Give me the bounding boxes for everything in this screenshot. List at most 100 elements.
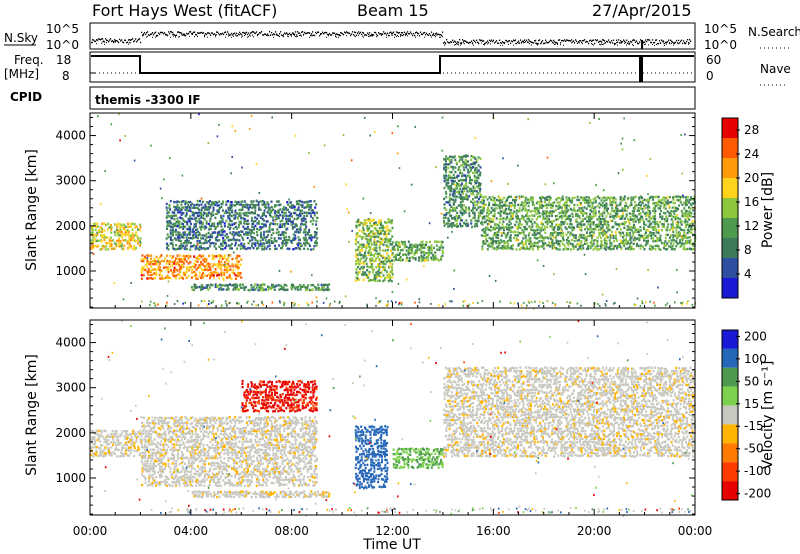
data-cell (578, 228, 581, 231)
data-cell (494, 234, 497, 237)
data-cell (130, 234, 132, 237)
nsky-point (105, 38, 107, 40)
data-cell (474, 166, 477, 170)
data-cell (619, 195, 622, 199)
data-cell (506, 198, 509, 202)
data-cell (412, 245, 415, 249)
nsky-point (386, 34, 388, 36)
data-cell (482, 240, 485, 243)
data-cell (221, 220, 224, 224)
data-cell (281, 246, 283, 250)
data-cell (198, 231, 201, 235)
data-cell (452, 165, 454, 169)
nsearch-point (582, 43, 583, 45)
data-cell (514, 230, 517, 233)
data-cell (202, 213, 205, 217)
nsky-point (104, 41, 106, 43)
nsky-point (587, 41, 589, 43)
data-cell (663, 244, 666, 248)
data-cell (268, 230, 271, 233)
data-cell (188, 269, 191, 272)
data-cell (247, 242, 250, 245)
data-cell (627, 228, 630, 231)
data-cell (149, 270, 152, 274)
nsky-point (557, 42, 559, 45)
nsky-point (676, 39, 678, 42)
data-cell (519, 242, 522, 245)
data-cell (676, 223, 679, 227)
nsearch-point (189, 35, 190, 37)
data-cell (375, 304, 377, 307)
data-cell (647, 214, 650, 217)
data-cell (265, 203, 267, 206)
data-cell (530, 241, 533, 244)
data-cell (616, 223, 619, 226)
nsky-point (266, 34, 268, 36)
data-cell (120, 230, 123, 234)
data-cell (297, 285, 300, 289)
data-cell (265, 230, 268, 233)
nsky-point (504, 42, 506, 44)
nsky-point (545, 39, 547, 41)
freq-trace (91, 55, 694, 82)
data-cell (484, 242, 487, 245)
data-cell (516, 217, 519, 220)
data-cell (438, 246, 441, 249)
data-cell (452, 173, 455, 177)
data-cell (348, 240, 350, 243)
nsky-point (262, 34, 264, 36)
data-cell (122, 298, 125, 301)
data-cell (497, 233, 500, 237)
data-cell (536, 245, 539, 248)
data-cell (445, 182, 448, 185)
data-cell (515, 239, 518, 242)
nsearch-point (296, 36, 297, 38)
data-cell (272, 208, 275, 211)
data-cell (476, 179, 479, 183)
data-cell (175, 224, 178, 228)
data-cell (556, 201, 559, 204)
data-cell (571, 196, 574, 200)
nsearch-point (406, 34, 407, 36)
data-cell (233, 222, 236, 225)
data-cell (204, 225, 207, 228)
data-cell (301, 200, 304, 204)
nsearch-point (106, 42, 107, 44)
nsky-point (188, 32, 190, 35)
nsky-point (374, 31, 376, 34)
data-cell (205, 258, 208, 261)
data-cell (605, 245, 608, 248)
data-cell (565, 215, 568, 218)
data-cell (606, 209, 609, 213)
data-cell (236, 256, 238, 260)
nsky-point (234, 32, 236, 34)
data-cell (146, 262, 149, 265)
data-cell (673, 215, 676, 219)
data-cell (369, 235, 372, 238)
data-cell (271, 116, 273, 119)
nsky-point (644, 41, 646, 43)
data-cell (447, 174, 450, 177)
data-cell (202, 269, 205, 272)
data-cell (594, 209, 597, 212)
data-cell (288, 238, 291, 242)
data-cell (644, 223, 647, 226)
data-cell (601, 204, 604, 208)
data-cell (590, 239, 593, 242)
data-cell (304, 236, 307, 240)
data-cell (225, 288, 228, 291)
data-cell (590, 242, 593, 245)
nsearch-point (371, 35, 372, 37)
data-cell (504, 246, 507, 250)
data-cell (372, 223, 375, 226)
data-cell (544, 204, 547, 207)
data-cell (659, 213, 661, 216)
data-cell (354, 249, 357, 252)
data-cell (200, 234, 203, 237)
data-cell (443, 179, 446, 183)
nsky-point (205, 33, 207, 35)
nsky-point (313, 34, 315, 36)
data-cell (126, 229, 129, 232)
data-cell (391, 263, 394, 266)
